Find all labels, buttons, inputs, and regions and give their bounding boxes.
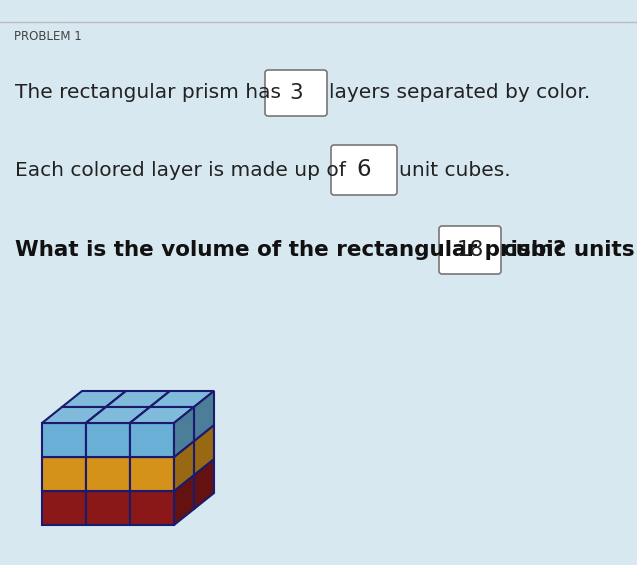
Polygon shape [106,425,126,475]
Polygon shape [130,457,174,491]
Polygon shape [62,441,106,475]
Polygon shape [130,491,174,525]
Polygon shape [62,407,106,441]
Text: cubic units: cubic units [503,240,634,260]
Polygon shape [150,425,170,475]
Polygon shape [194,391,214,441]
Polygon shape [106,459,170,475]
Polygon shape [42,475,106,491]
Polygon shape [86,475,106,525]
Polygon shape [174,475,194,525]
Text: 6: 6 [357,159,371,181]
Polygon shape [86,407,106,457]
Polygon shape [106,441,150,475]
Polygon shape [86,457,130,491]
Polygon shape [86,407,150,423]
Text: 3: 3 [289,83,303,103]
Text: layers separated by color.: layers separated by color. [329,84,590,102]
Text: unit cubes.: unit cubes. [399,160,511,180]
Polygon shape [106,407,150,441]
Text: What is the volume of the rectangular prism?: What is the volume of the rectangular pr… [15,240,566,260]
Polygon shape [130,407,194,423]
Polygon shape [86,423,130,457]
Polygon shape [86,491,130,525]
Polygon shape [86,475,150,491]
Text: 18: 18 [456,240,483,260]
Polygon shape [62,425,126,441]
Polygon shape [150,391,214,407]
Polygon shape [86,441,150,457]
Polygon shape [106,425,170,441]
Polygon shape [150,441,194,475]
Polygon shape [42,423,86,457]
Polygon shape [174,441,194,491]
Polygon shape [106,475,150,509]
FancyBboxPatch shape [331,145,397,195]
Polygon shape [150,391,170,441]
Polygon shape [106,391,170,407]
Polygon shape [106,391,126,441]
Polygon shape [62,475,106,509]
Text: PROBLEM 1: PROBLEM 1 [14,29,82,42]
Text: The rectangular prism has: The rectangular prism has [15,84,287,102]
FancyBboxPatch shape [265,70,327,116]
Polygon shape [150,425,214,441]
Text: Each colored layer is made up of: Each colored layer is made up of [15,160,352,180]
Polygon shape [150,459,170,509]
FancyBboxPatch shape [439,226,501,274]
Polygon shape [130,423,174,457]
Polygon shape [62,391,126,407]
Polygon shape [42,457,86,491]
Polygon shape [130,407,150,457]
Polygon shape [130,441,150,491]
Polygon shape [86,441,106,491]
Polygon shape [42,491,86,525]
Polygon shape [150,459,214,475]
Polygon shape [106,459,126,509]
Polygon shape [62,459,126,475]
Polygon shape [130,441,194,457]
Polygon shape [150,475,194,509]
Polygon shape [130,475,194,491]
Polygon shape [130,475,150,525]
Polygon shape [194,425,214,475]
Polygon shape [42,441,106,457]
Polygon shape [42,407,106,423]
Polygon shape [194,459,214,509]
Polygon shape [174,407,194,457]
Polygon shape [150,407,194,441]
